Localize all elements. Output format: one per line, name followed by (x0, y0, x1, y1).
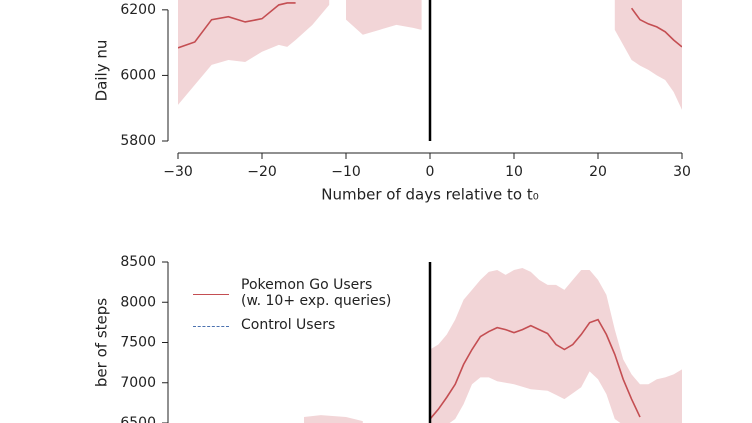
x-tick-label: 30 (673, 164, 691, 180)
legend-label: Pokemon Go Users (w. 10+ exp. queries) (241, 277, 392, 309)
plot-area (178, 0, 682, 110)
y-tick-label: 6200 (120, 2, 156, 18)
confidence-band (430, 267, 682, 423)
legend-swatch (193, 326, 229, 327)
series-line (429, 318, 641, 420)
y-tick-label: 8000 (120, 294, 156, 310)
x-tick-label: 0 (426, 164, 435, 180)
x-tick-label: 10 (505, 164, 523, 180)
y-axis-label: ber of steps (93, 298, 111, 387)
x-tick-label: −30 (163, 164, 193, 180)
x-tick-label: 20 (589, 164, 607, 180)
x-axis-label: Number of days relative to t₀ (321, 186, 539, 204)
confidence-band (614, 0, 682, 110)
confidence-band (178, 0, 330, 105)
plot-area (304, 267, 682, 423)
legend-label: Control Users (241, 317, 336, 333)
y-tick-label: 6500 (120, 415, 156, 423)
y-tick-label: 7500 (120, 335, 156, 351)
y-axis-label: Daily nu (93, 40, 111, 102)
series-line (178, 2, 682, 49)
confidence-band (304, 415, 363, 423)
legend-swatch (193, 294, 229, 295)
y-tick-label: 6000 (120, 67, 156, 83)
confidence-band (346, 0, 422, 35)
x-tick-label: −20 (247, 164, 277, 180)
y-tick-label: 5800 (120, 133, 156, 149)
y-tick-label: 8500 (120, 254, 156, 270)
y-tick-label: 7000 (120, 375, 156, 391)
x-tick-label: −10 (331, 164, 361, 180)
